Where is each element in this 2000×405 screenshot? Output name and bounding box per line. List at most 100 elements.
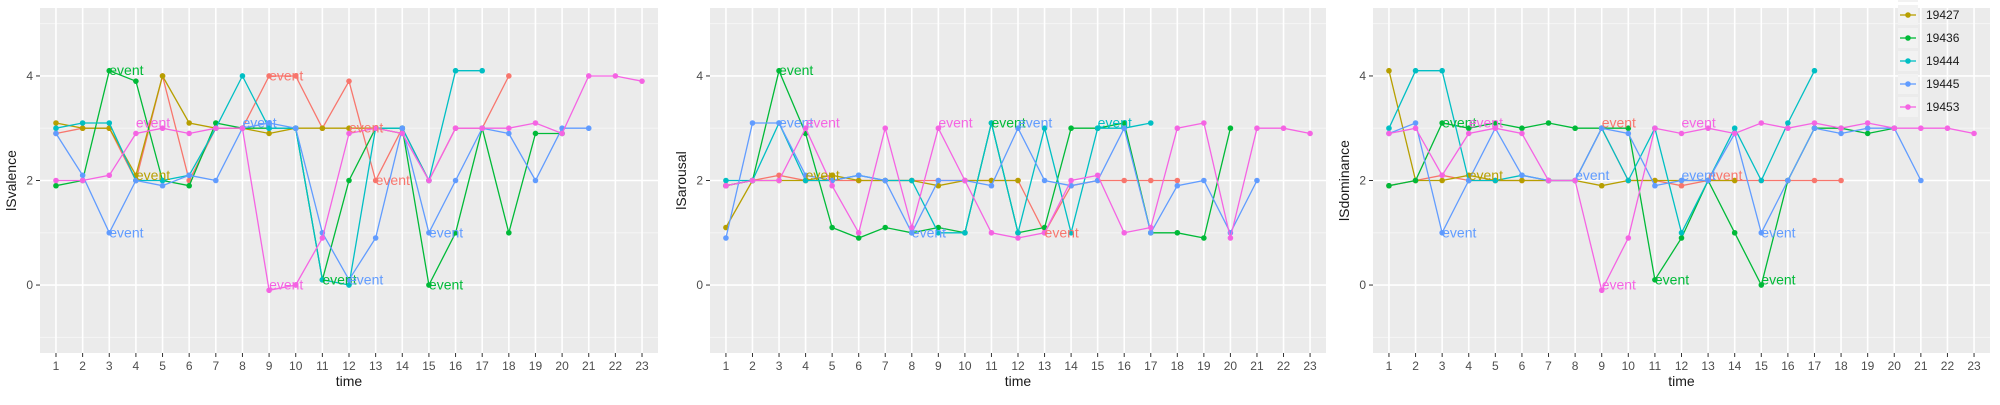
data-point: [829, 224, 835, 231]
data-point: [1121, 125, 1128, 132]
x-tick-label: 9: [266, 359, 273, 373]
data-point: [1678, 177, 1685, 184]
x-tick-label: 17: [476, 359, 490, 373]
event-label: event: [1442, 224, 1476, 240]
data-point: [1068, 125, 1074, 132]
y-tick-label: 4: [1359, 69, 1366, 83]
data-point: [962, 229, 968, 236]
x-tick-label: 13: [369, 359, 383, 373]
data-point: [1386, 130, 1392, 137]
legend-key-point: [1905, 104, 1911, 110]
data-point: [1439, 229, 1445, 236]
data-point: [106, 172, 113, 179]
x-tick-label: 19: [529, 359, 543, 373]
data-point: [1041, 177, 1048, 184]
data-point: [1678, 182, 1685, 189]
data-point: [1201, 235, 1207, 241]
data-point: [266, 120, 272, 126]
data-point: [53, 182, 59, 189]
event-label: event: [912, 224, 946, 240]
data-point: [1678, 235, 1685, 241]
data-point: [1864, 125, 1871, 132]
data-point: [1864, 130, 1871, 137]
data-point: [1412, 177, 1419, 184]
legend-label: 19436: [1926, 31, 1960, 45]
data-point: [1015, 229, 1021, 236]
data-point: [1174, 229, 1181, 236]
data-point: [532, 177, 539, 184]
data-point: [802, 177, 809, 184]
x-tick-label: 21: [1914, 359, 1928, 373]
x-tick-label: 15: [1755, 359, 1769, 373]
legend-item: 19436: [1898, 28, 1960, 48]
event-label: event: [779, 115, 813, 131]
data-point: [1598, 182, 1605, 189]
data-point: [292, 73, 299, 79]
legend-label: 19444: [1926, 54, 1960, 68]
data-point: [346, 130, 352, 137]
x-tick-label: 10: [289, 359, 303, 373]
data-point: [1121, 120, 1128, 126]
data-point: [1758, 229, 1765, 236]
data-point: [346, 177, 352, 184]
data-point: [1254, 177, 1260, 184]
data-point: [1811, 177, 1818, 184]
y-tick-label: 2: [1359, 174, 1366, 188]
legend-key-point: [1905, 12, 1911, 18]
x-tick-label: 2: [79, 359, 86, 373]
data-point: [988, 182, 995, 189]
data-point: [1492, 177, 1499, 184]
x-tick-label: 23: [635, 359, 649, 373]
data-point: [1785, 120, 1791, 126]
data-point: [1731, 229, 1738, 236]
event-label: event: [109, 62, 143, 78]
x-tick-label: 4: [1465, 359, 1472, 373]
data-point: [1625, 130, 1632, 137]
data-point: [1918, 125, 1924, 132]
data-point: [1201, 177, 1207, 184]
data-point: [1121, 177, 1128, 184]
data-point: [479, 125, 485, 132]
y-tick-label: 4: [696, 69, 703, 83]
data-point: [1439, 177, 1445, 184]
data-point: [1652, 182, 1658, 189]
data-point: [79, 125, 86, 132]
data-point: [1254, 125, 1260, 132]
data-point: [802, 172, 809, 179]
data-point: [239, 73, 246, 79]
data-point: [935, 229, 942, 236]
data-point: [399, 125, 406, 132]
data-point: [723, 182, 729, 189]
data-point: [749, 177, 756, 184]
x-tick-label: 5: [829, 359, 836, 373]
legend-item: [1898, 0, 1918, 2]
data-point: [506, 73, 512, 79]
data-point: [1121, 229, 1128, 236]
legend-item: 19453: [1898, 97, 1960, 117]
x-tick-label: 14: [1064, 359, 1078, 373]
data-point: [399, 130, 406, 137]
data-point: [159, 177, 166, 184]
data-point: [372, 177, 379, 184]
data-point: [266, 73, 272, 79]
x-tick-label: 20: [1224, 359, 1238, 373]
x-tick-label: 11: [985, 359, 998, 373]
x-axis-title: time: [1668, 373, 1695, 389]
event-label: event: [1469, 115, 1503, 131]
x-axis-title: time: [336, 373, 363, 389]
x-tick-label: 4: [133, 359, 140, 373]
data-point: [79, 177, 86, 184]
data-point: [1412, 125, 1419, 132]
event-label: event: [109, 224, 143, 240]
data-point: [133, 177, 139, 184]
data-point: [1811, 125, 1818, 132]
data-point: [1439, 120, 1445, 126]
data-point: [1758, 120, 1765, 126]
data-point: [1598, 125, 1605, 132]
data-point: [1705, 177, 1711, 184]
data-point: [1758, 282, 1765, 288]
data-point: [1785, 177, 1791, 184]
event-label: event: [1682, 115, 1716, 131]
x-tick-label: 11: [1649, 359, 1662, 373]
data-point: [372, 125, 379, 132]
